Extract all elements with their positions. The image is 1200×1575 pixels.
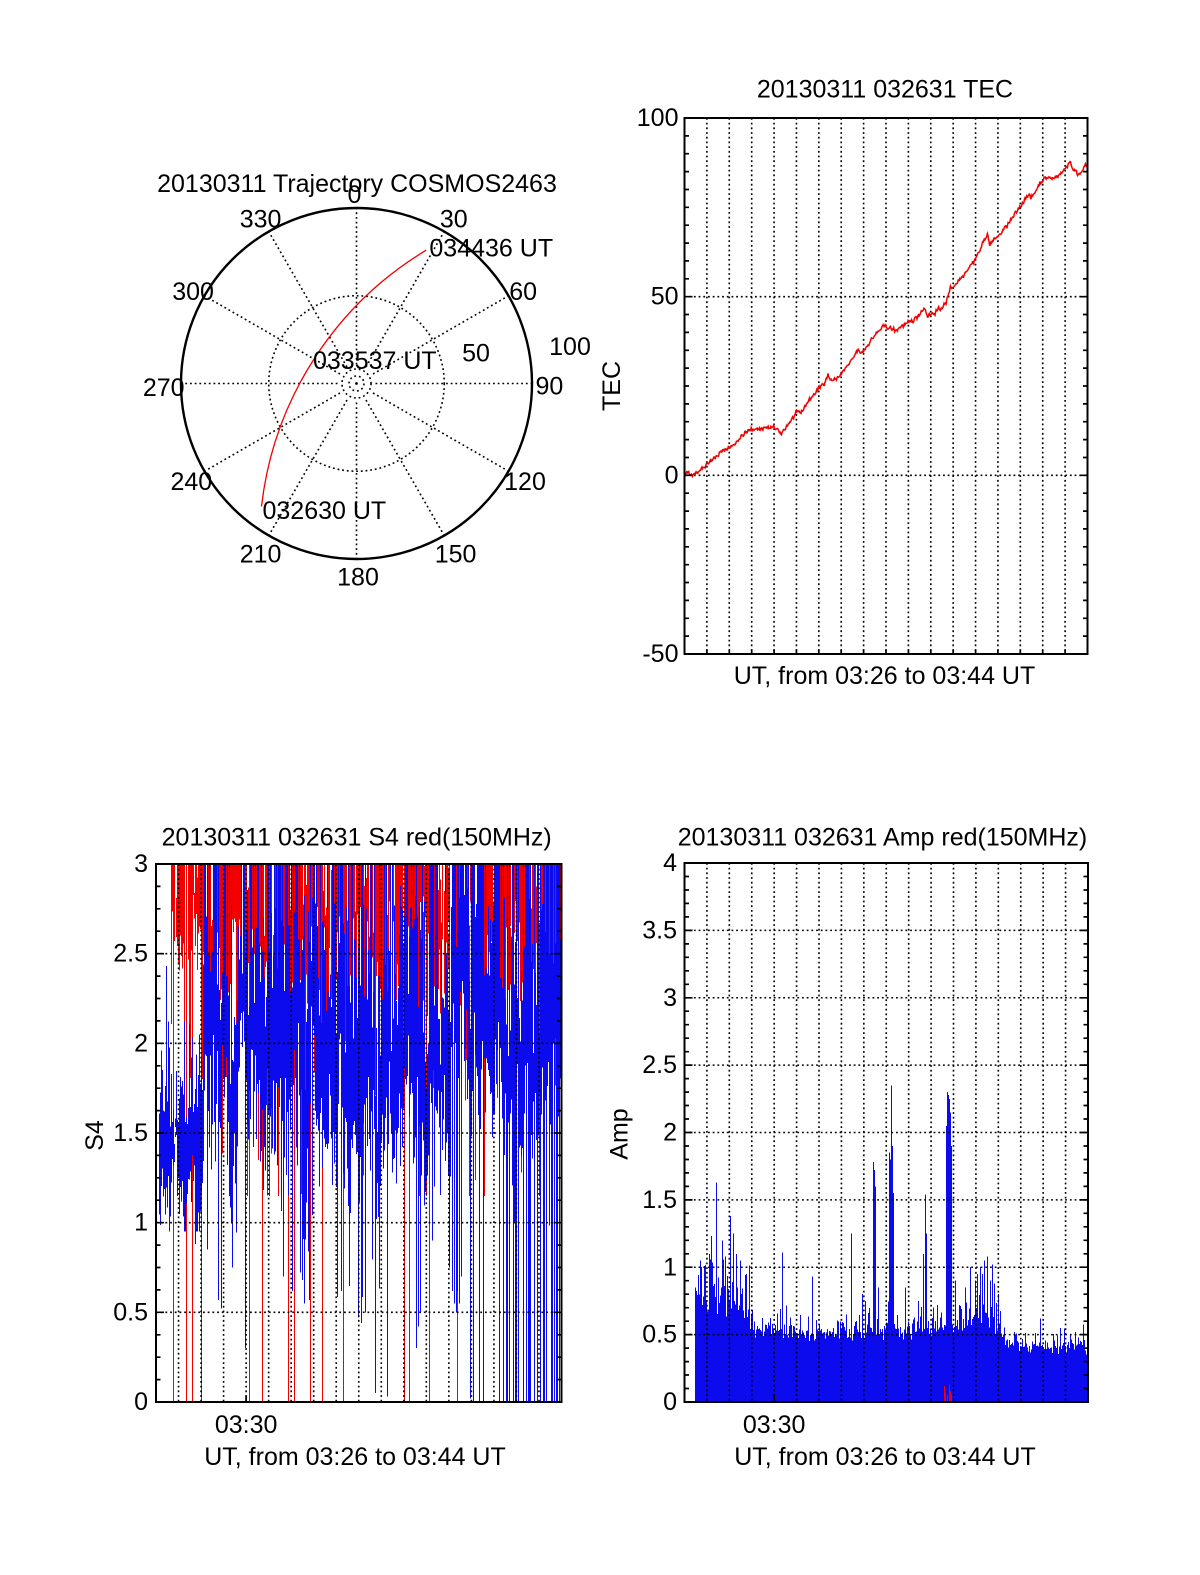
svg-text:UT, from 03:26 to 03:44 UT: UT, from 03:26 to 03:44 UT xyxy=(734,1443,1036,1471)
svg-text:0: 0 xyxy=(665,461,679,489)
svg-text:03:30: 03:30 xyxy=(215,1411,278,1439)
svg-text:034436 UT: 034436 UT xyxy=(429,234,553,262)
svg-text:150: 150 xyxy=(435,540,477,568)
svg-text:1.5: 1.5 xyxy=(113,1119,148,1147)
svg-text:3: 3 xyxy=(134,850,148,878)
svg-text:270: 270 xyxy=(143,374,185,402)
svg-text:TEC: TEC xyxy=(598,361,626,411)
svg-text:100: 100 xyxy=(637,104,679,132)
svg-text:Amp: Amp xyxy=(606,1108,634,1159)
svg-text:0.5: 0.5 xyxy=(113,1298,148,1326)
svg-text:60: 60 xyxy=(509,278,537,306)
svg-text:032630 UT: 032630 UT xyxy=(263,497,387,525)
svg-text:120: 120 xyxy=(504,468,546,496)
svg-text:0.5: 0.5 xyxy=(642,1321,677,1349)
svg-text:3: 3 xyxy=(663,984,677,1012)
svg-text:2: 2 xyxy=(134,1029,148,1057)
svg-text:180: 180 xyxy=(337,564,379,592)
svg-text:UT, from 03:26 to 03:44 UT: UT, from 03:26 to 03:44 UT xyxy=(204,1443,506,1471)
svg-text:1: 1 xyxy=(134,1209,148,1237)
svg-text:2.5: 2.5 xyxy=(642,1051,677,1079)
svg-text:3.5: 3.5 xyxy=(642,916,677,944)
svg-text:50: 50 xyxy=(462,340,490,368)
svg-text:0: 0 xyxy=(663,1388,677,1416)
svg-text:033537 UT: 033537 UT xyxy=(313,347,437,375)
svg-text:4: 4 xyxy=(663,849,677,877)
svg-text:20130311 032631 Amp red(150MHz: 20130311 032631 Amp red(150MHz) xyxy=(678,824,1088,852)
svg-text:UT, from 03:26 to 03:44 UT: UT, from 03:26 to 03:44 UT xyxy=(734,662,1036,690)
svg-text:240: 240 xyxy=(170,468,212,496)
svg-text:100: 100 xyxy=(549,333,591,361)
svg-text:30: 30 xyxy=(440,205,468,233)
svg-text:0: 0 xyxy=(347,181,361,209)
svg-text:210: 210 xyxy=(240,540,282,568)
svg-text:03:30: 03:30 xyxy=(743,1411,806,1439)
svg-text:20130311 032631 TEC: 20130311 032631 TEC xyxy=(757,76,1013,104)
svg-text:2: 2 xyxy=(663,1119,677,1147)
svg-text:-50: -50 xyxy=(642,640,678,668)
svg-text:2.5: 2.5 xyxy=(113,940,148,968)
svg-text:0: 0 xyxy=(134,1388,148,1416)
svg-text:1.5: 1.5 xyxy=(642,1186,677,1214)
svg-text:S4: S4 xyxy=(81,1120,109,1151)
svg-text:330: 330 xyxy=(240,205,282,233)
svg-text:20130311 Trajectory COSMOS2463: 20130311 Trajectory COSMOS2463 xyxy=(157,170,557,198)
svg-text:300: 300 xyxy=(172,278,214,306)
svg-text:50: 50 xyxy=(651,283,679,311)
svg-text:20130311 032631 S4 red(150MHz): 20130311 032631 S4 red(150MHz) xyxy=(162,824,552,852)
svg-text:90: 90 xyxy=(535,372,563,400)
svg-text:1: 1 xyxy=(663,1253,677,1281)
